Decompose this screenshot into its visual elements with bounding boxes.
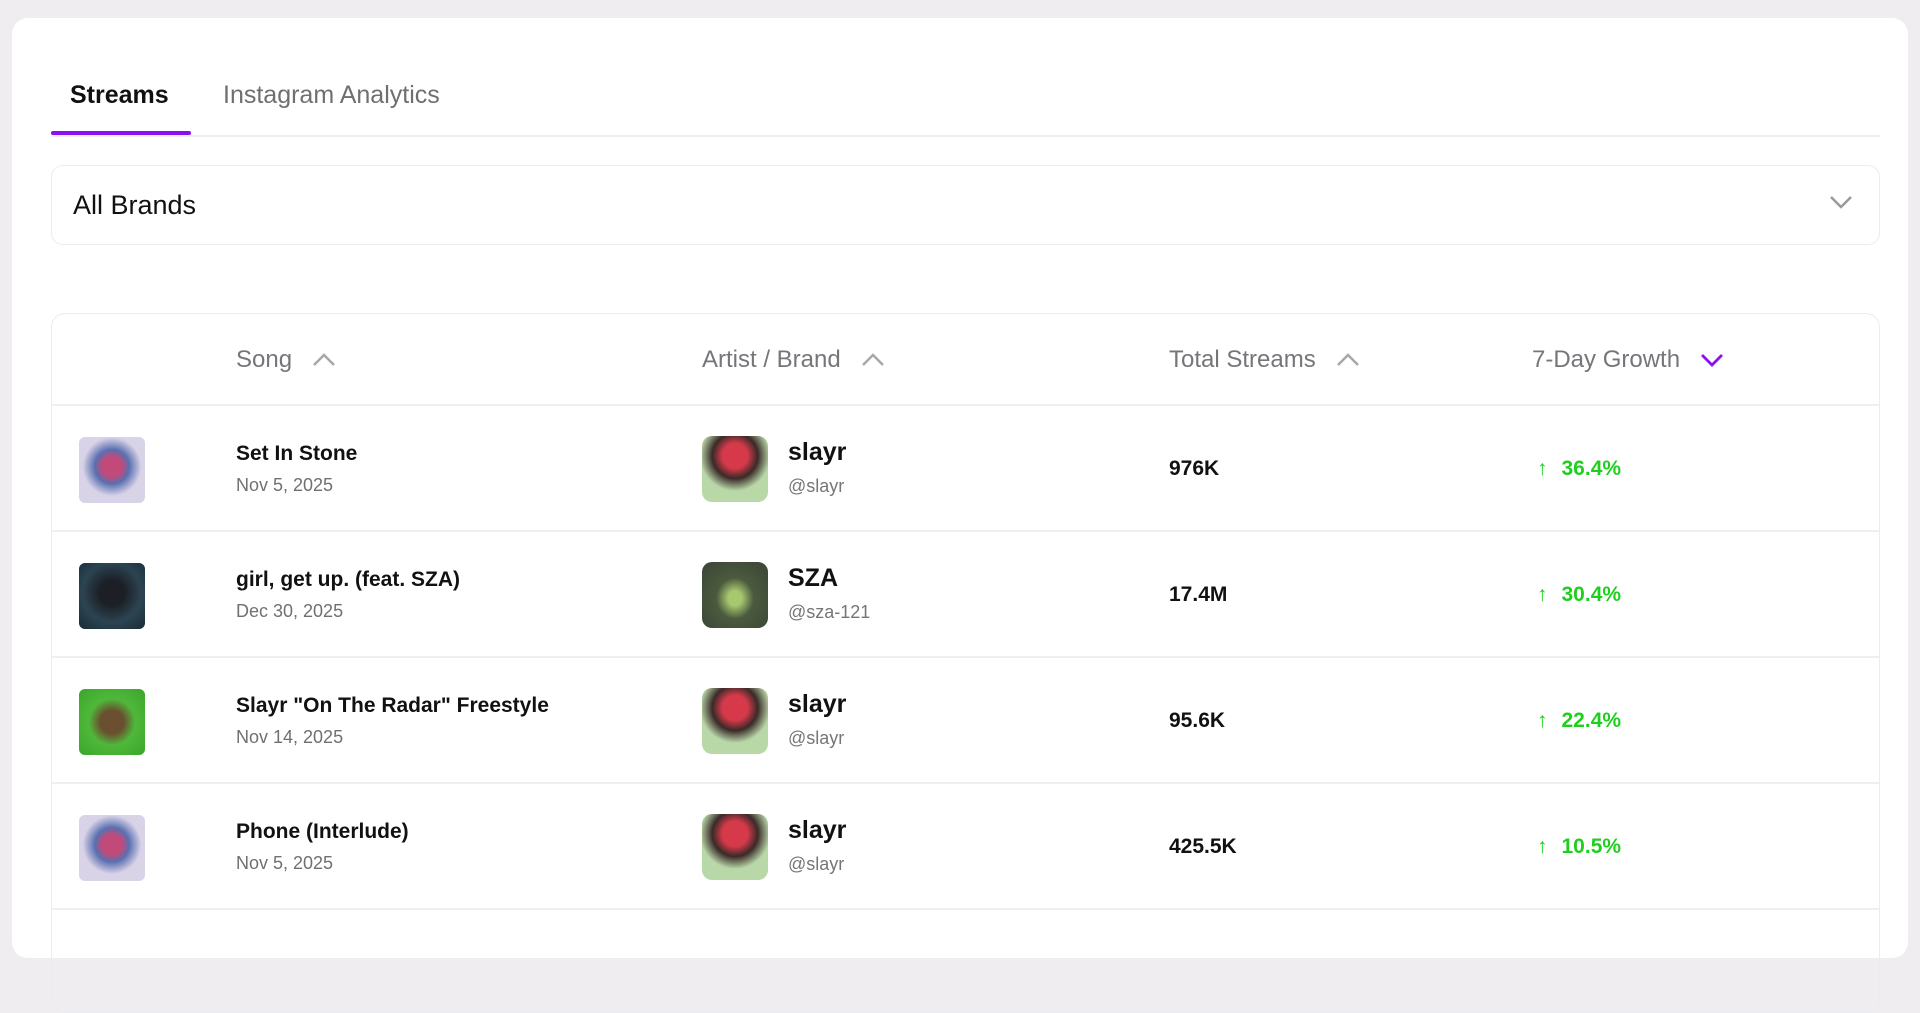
- header-label: 7-Day Growth: [1532, 346, 1681, 373]
- artist-handle: @slayr: [788, 854, 845, 874]
- table-header: Song Artist / Brand Total Streams 7-Day …: [52, 314, 1879, 406]
- artist-handle: @slayr: [788, 728, 845, 748]
- songs-table: Song Artist / Brand Total Streams 7-Day …: [51, 313, 1880, 1013]
- growth-value: ↑ 22.4%: [1537, 709, 1621, 733]
- table-row[interactable]: Set In Stone Nov 5, 2025 slayr @slayr 97…: [52, 406, 1879, 532]
- artist-name: slayr: [788, 690, 847, 718]
- sort-up-icon: [313, 353, 335, 366]
- song-artwork: [79, 437, 145, 503]
- growth-percent: 10.5%: [1561, 835, 1622, 858]
- avatar: [702, 562, 768, 628]
- growth-percent: 22.4%: [1561, 709, 1622, 732]
- song-date: Nov 5, 2025: [236, 475, 334, 495]
- growth-value: ↑ 36.4%: [1537, 457, 1621, 481]
- header-label: Total Streams: [1169, 346, 1316, 373]
- header-label: Artist / Brand: [702, 346, 841, 373]
- song-date: Nov 5, 2025: [236, 853, 334, 873]
- chevron-down-icon: [1830, 196, 1852, 209]
- song-artwork: [79, 689, 145, 755]
- growth-value: ↑ 10.5%: [1537, 835, 1621, 859]
- total-streams: 17.4M: [1169, 583, 1228, 606]
- artist-name: slayr: [788, 438, 847, 466]
- total-streams: 976K: [1169, 457, 1220, 480]
- avatar: [702, 436, 768, 502]
- artist-handle: @slayr: [788, 476, 845, 496]
- total-streams: 425.5K: [1169, 835, 1237, 858]
- arrow-up-icon: ↑: [1537, 709, 1548, 732]
- header-7-day-growth[interactable]: 7-Day Growth: [1532, 346, 1724, 374]
- header-artist-brand[interactable]: Artist / Brand: [702, 346, 885, 374]
- sort-down-icon: [1701, 354, 1724, 367]
- avatar: [702, 688, 768, 754]
- song-title: Phone (Interlude): [236, 820, 409, 843]
- avatar: [702, 814, 768, 880]
- song-date: Dec 30, 2025: [236, 601, 344, 621]
- table-row[interactable]: Slayr "On The Radar" Freestyle Nov 14, 2…: [52, 658, 1879, 784]
- growth-percent: 30.4%: [1561, 583, 1622, 606]
- arrow-up-icon: ↑: [1537, 835, 1548, 858]
- song-date: Nov 14, 2025: [236, 727, 344, 747]
- tab-streams[interactable]: Streams: [70, 81, 169, 109]
- table-row[interactable]: girl, get up. (feat. SZA) Dec 30, 2025 S…: [52, 532, 1879, 658]
- artist-handle: @sza-121: [788, 602, 871, 622]
- growth-value: ↑ 30.4%: [1537, 583, 1621, 607]
- song-artwork: [79, 563, 145, 629]
- page-scrollbar[interactable]: [1908, 0, 1920, 920]
- song-title: Set In Stone: [236, 442, 358, 465]
- brand-filter-value: All Brands: [73, 190, 197, 220]
- tab-bar: Streams Instagram Analytics: [51, 18, 1880, 137]
- arrow-up-icon: ↑: [1537, 457, 1548, 480]
- sort-up-icon: [861, 353, 884, 366]
- tab-instagram-analytics[interactable]: Instagram Analytics: [223, 81, 440, 109]
- artist-name: slayr: [788, 816, 847, 844]
- sort-up-icon: [1336, 353, 1359, 366]
- total-streams: 95.6K: [1169, 709, 1226, 732]
- arrow-up-icon: ↑: [1537, 583, 1548, 606]
- header-song[interactable]: Song: [236, 346, 336, 374]
- header-total-streams[interactable]: Total Streams: [1169, 346, 1360, 374]
- brand-filter-dropdown[interactable]: All Brands: [51, 165, 1880, 245]
- song-title: Slayr "On The Radar" Freestyle: [236, 694, 549, 717]
- artist-name: SZA: [788, 564, 838, 592]
- header-label: Song: [236, 346, 293, 373]
- song-title: girl, get up. (feat. SZA): [236, 568, 460, 591]
- growth-percent: 36.4%: [1561, 457, 1622, 480]
- active-tab-indicator: [51, 131, 191, 135]
- song-artwork: [79, 815, 145, 881]
- streams-card: Streams Instagram Analytics All Brands S…: [12, 18, 1908, 1013]
- table-row[interactable]: Phone (Interlude) Nov 5, 2025 slayr @sla…: [52, 784, 1879, 910]
